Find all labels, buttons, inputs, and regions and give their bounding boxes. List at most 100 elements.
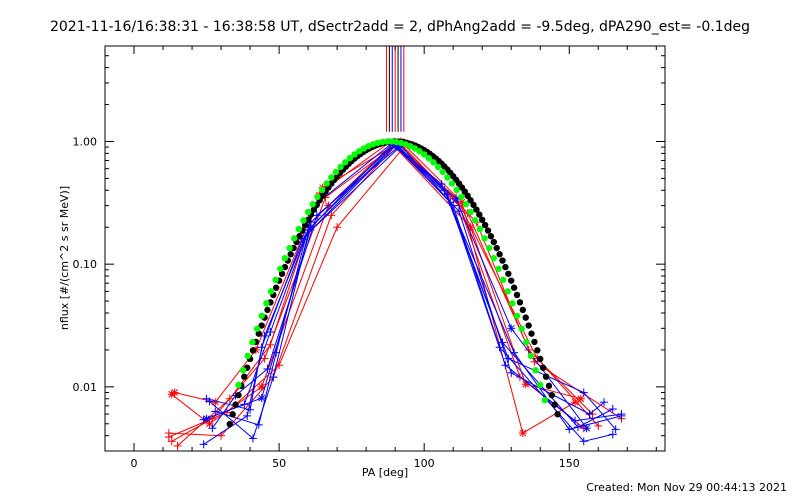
green-fit-point: [314, 193, 321, 201]
red-data-point: [164, 433, 173, 442]
black-fit-point: [508, 277, 515, 284]
green-fit-point: [467, 208, 474, 216]
data-layer: [164, 46, 626, 450]
marker-d2: [522, 380, 530, 388]
red-data-point: [524, 345, 533, 354]
blue-data-point: [199, 440, 208, 449]
green-fit-point: [351, 151, 358, 158]
black-fit-point: [534, 347, 541, 354]
black-fit-point: [473, 206, 480, 213]
blue-data-point: [312, 211, 321, 220]
green-fit-point: [523, 338, 530, 346]
green-fit-point: [485, 244, 493, 252]
green-fit-point: [527, 352, 535, 360]
blue-data-point: [260, 331, 269, 340]
red-data-point: [576, 394, 585, 403]
green-fit-point: [476, 225, 484, 233]
blue-data-point: [243, 411, 252, 420]
black-fit-point: [310, 206, 318, 213]
green-fit-point: [504, 288, 511, 295]
blue-data-point: [269, 373, 278, 382]
green-fit-point: [537, 381, 544, 389]
red-data-point: [167, 390, 176, 399]
black-fit-point: [235, 391, 242, 399]
green-fit-point: [509, 300, 516, 307]
blue-data-point: [573, 423, 582, 432]
blue-data-point: [504, 354, 513, 363]
blue-data-point: [257, 394, 266, 403]
blue-data-point: [611, 425, 620, 434]
black-fit-point: [537, 355, 544, 363]
marker-d2: [203, 415, 210, 423]
blue-data-point: [565, 425, 574, 434]
red-data-point: [211, 398, 220, 407]
green-fit-point: [439, 168, 446, 176]
x-axis-label: PA [deg]: [362, 466, 408, 479]
marker-d2: [577, 395, 585, 403]
blue-data-point: [452, 194, 461, 203]
green-fit-point: [462, 201, 470, 208]
green-fit-point: [309, 201, 316, 208]
red-data-point: [167, 437, 176, 446]
black-fit-point: [241, 373, 248, 380]
green-fit-point: [481, 235, 488, 242]
black-fit-point: [545, 382, 553, 390]
black-fit-point: [499, 257, 506, 264]
black-fit-point: [490, 238, 498, 246]
blue-data-point: [617, 411, 626, 420]
blue-series-line-7: [206, 144, 622, 430]
black-fit-point: [510, 284, 518, 291]
blue-data-point: [248, 434, 257, 443]
green-fit-point: [434, 163, 442, 171]
black-fit-point: [232, 401, 239, 408]
blue-data-point: [507, 368, 516, 377]
red-data-point: [594, 421, 603, 430]
black-fit-point: [476, 211, 483, 218]
blue-data-point: [307, 223, 316, 232]
red-data-point: [266, 340, 275, 349]
x-tick-label: 150: [559, 457, 580, 470]
marker-d2: [258, 383, 266, 391]
red-data-point: [260, 354, 269, 363]
black-fit-point: [516, 299, 524, 306]
green-fit-point: [411, 145, 419, 152]
marker-d2: [258, 394, 266, 402]
axes-layer: 0 50 100 150 0.01 0.10 1.00: [73, 45, 665, 470]
green-fit-point: [444, 174, 451, 181]
blue-data-point: [608, 430, 617, 439]
blue-data-point: [246, 405, 255, 414]
green-fit-point: [253, 325, 261, 332]
black-fit-point: [255, 330, 262, 337]
black-fit-point: [525, 322, 532, 329]
marker-d2: [206, 420, 213, 428]
chart-title: 2021-11-16/16:38:31 - 16:38:58 UT, dSect…: [49, 19, 750, 35]
created-timestamp: Created: Mon Nov 29 00:44:13 2021: [586, 481, 787, 494]
green-fit-point: [490, 254, 498, 262]
green-fit-point: [323, 180, 330, 187]
green-fit-point: [337, 163, 344, 171]
black-fit-point: [272, 284, 280, 291]
green-fit-point: [263, 300, 270, 307]
black-fit-point: [229, 411, 236, 418]
green-fit-point: [355, 148, 363, 155]
green-fit-point: [235, 381, 242, 389]
blue-series-line-9: [215, 142, 605, 426]
black-fit-point: [481, 221, 489, 229]
green-fit-point: [332, 168, 340, 176]
green-fit-point: [448, 180, 456, 187]
black-fit-point: [287, 251, 294, 258]
red-data-point: [327, 211, 336, 220]
y-tick-label: 0.01: [73, 381, 98, 394]
black-fit-point: [304, 216, 312, 223]
x-tick-label: 100: [414, 457, 435, 470]
black-fit-point: [554, 411, 561, 418]
red-data-point: [257, 382, 266, 391]
blue-series-line-6: [203, 143, 622, 422]
green-fit-point: [388, 138, 395, 145]
green-fit-point: [342, 159, 349, 166]
green-fit-point: [318, 186, 326, 194]
marker-d2: [519, 429, 527, 437]
green-fit-point: [239, 367, 247, 374]
black-fit-point: [278, 270, 286, 277]
